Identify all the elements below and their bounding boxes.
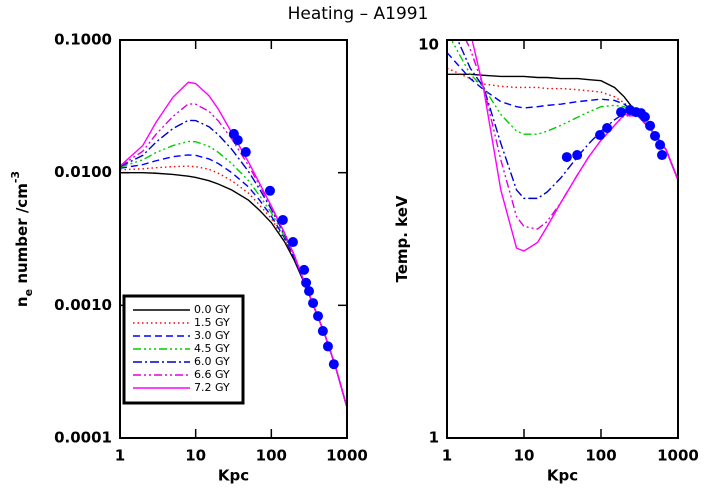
data-point bbox=[602, 123, 613, 134]
y-tick-label: 10 bbox=[418, 36, 439, 54]
data-point bbox=[657, 150, 668, 161]
x-axis-label: Kpc bbox=[218, 467, 249, 485]
x-axis-label: Kpc bbox=[547, 467, 578, 485]
legend-label: 3.0 GY bbox=[194, 329, 230, 342]
data-point bbox=[313, 311, 324, 322]
legend-label: 7.2 GY bbox=[194, 381, 230, 394]
series-line bbox=[447, 73, 678, 181]
y-axis-label: Temp. keV bbox=[393, 195, 411, 282]
legend-label: 6.0 GY bbox=[194, 355, 230, 368]
data-point bbox=[287, 237, 298, 248]
data-point bbox=[317, 326, 328, 337]
legend-label: 1.5 GY bbox=[194, 316, 230, 329]
x-tick-label: 100 bbox=[256, 447, 287, 465]
data-point bbox=[232, 135, 243, 146]
data-point bbox=[639, 111, 650, 122]
data-point bbox=[645, 120, 656, 131]
data-point bbox=[277, 214, 288, 225]
series-line bbox=[120, 81, 347, 408]
legend-box bbox=[122, 294, 245, 405]
y-axis-label: ne number /cm-3 bbox=[9, 171, 35, 307]
y-axis-label-part: Temp. keV bbox=[393, 195, 411, 282]
x-tick-label: 10 bbox=[185, 447, 206, 465]
x-tick-label: 1 bbox=[442, 447, 452, 465]
data-point bbox=[650, 130, 661, 141]
y-tick-label: 0.0001 bbox=[54, 429, 112, 447]
data-point bbox=[328, 359, 339, 370]
data-point bbox=[616, 107, 627, 118]
y-tick-label: 1 bbox=[429, 429, 439, 447]
plot-frame bbox=[446, 39, 679, 439]
series-line bbox=[120, 140, 347, 408]
data-point bbox=[561, 152, 572, 163]
x-tick-label: 1000 bbox=[326, 447, 368, 465]
data-point bbox=[299, 264, 310, 275]
data-point bbox=[655, 139, 666, 150]
data-point bbox=[308, 298, 319, 309]
series-line bbox=[456, 40, 678, 200]
data-point bbox=[322, 341, 333, 352]
series-line bbox=[471, 40, 678, 252]
series-line bbox=[120, 165, 347, 408]
data-point bbox=[594, 130, 605, 141]
plot-area bbox=[447, 40, 678, 252]
legend-label: 6.6 GY bbox=[194, 368, 230, 381]
x-tick-label: 100 bbox=[585, 447, 616, 465]
y-tick-label: 0.0100 bbox=[54, 163, 112, 181]
y-tick-label: 0.0010 bbox=[54, 296, 112, 314]
data-point bbox=[304, 286, 315, 297]
data-point bbox=[240, 147, 251, 158]
series-line bbox=[447, 67, 678, 181]
x-tick-label: 1000 bbox=[657, 447, 699, 465]
data-point bbox=[264, 185, 275, 196]
legend-label: 0.0 GY bbox=[194, 303, 230, 316]
plot-area bbox=[120, 81, 347, 408]
data-point bbox=[572, 150, 583, 161]
y-axis-label-part: e bbox=[22, 289, 35, 296]
figure-title: Heating – A1991 bbox=[288, 4, 429, 24]
data-point bbox=[301, 277, 312, 288]
x-tick-label: 10 bbox=[514, 447, 535, 465]
y-axis-label-part: -3 bbox=[9, 171, 22, 183]
y-axis-label-part: number /cm bbox=[13, 183, 31, 289]
plot-frame bbox=[119, 39, 348, 439]
x-tick-label: 1 bbox=[115, 447, 125, 465]
legend-label: 4.5 GY bbox=[194, 342, 230, 355]
y-tick-label: 0.1000 bbox=[54, 31, 112, 49]
y-axis-label-part: n bbox=[13, 296, 31, 307]
series-line bbox=[120, 103, 347, 408]
